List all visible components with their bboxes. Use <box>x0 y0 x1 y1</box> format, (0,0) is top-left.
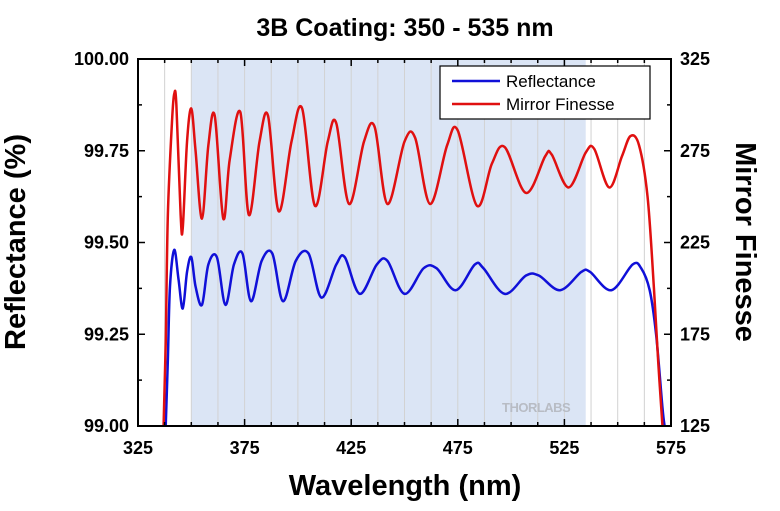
series-line-reflectance <box>164 248 666 427</box>
legend-box <box>439 65 651 120</box>
grid <box>164 59 645 426</box>
x-tick-label: 475 <box>443 438 473 458</box>
y-tick-label: 99.75 <box>84 141 129 161</box>
x-tick-label: 525 <box>549 438 579 458</box>
legend-label-finesse: Mirror Finesse <box>506 95 615 114</box>
y-tick-label: 99.50 <box>84 233 129 253</box>
x-tick-label: 425 <box>336 438 366 458</box>
tick-labels: 325 375 425 475 525 575 99.00 99.25 99.50 99.75 10… <box>74 49 710 458</box>
y2-tick-label: 125 <box>680 416 710 436</box>
y-tick-label: 100.00 <box>74 49 129 69</box>
y-tick-label: 99.00 <box>84 416 129 436</box>
plot-area: THORLABS <box>137 58 672 427</box>
x-tick-label: 325 <box>123 438 153 458</box>
series-line-mirror-finesse <box>162 89 664 427</box>
chart-title: 3B Coating: 350 - 535 nm <box>256 14 553 42</box>
x-tick-label: 375 <box>230 438 260 458</box>
y2-tick-label: 225 <box>680 233 710 253</box>
x-tick-label: 575 <box>656 438 686 458</box>
y2-tick-label: 275 <box>680 141 710 161</box>
tick-marks <box>137 58 672 427</box>
legend: Reflectance Mirror Finesse <box>439 65 651 120</box>
legend-label-reflectance: Reflectance <box>506 72 596 91</box>
coating-range-band <box>191 59 586 426</box>
y2-axis-label: Mirror Finesse <box>729 142 761 342</box>
y2-tick-label: 175 <box>680 324 710 344</box>
watermark: THORLABS <box>502 400 571 415</box>
series-layer <box>162 89 666 427</box>
y-axis-label: Reflectance (%) <box>0 134 32 350</box>
y2-tick-label: 325 <box>680 49 710 69</box>
x-axis-label: Wavelength (nm) <box>289 470 522 502</box>
y-tick-label: 99.25 <box>84 324 129 344</box>
